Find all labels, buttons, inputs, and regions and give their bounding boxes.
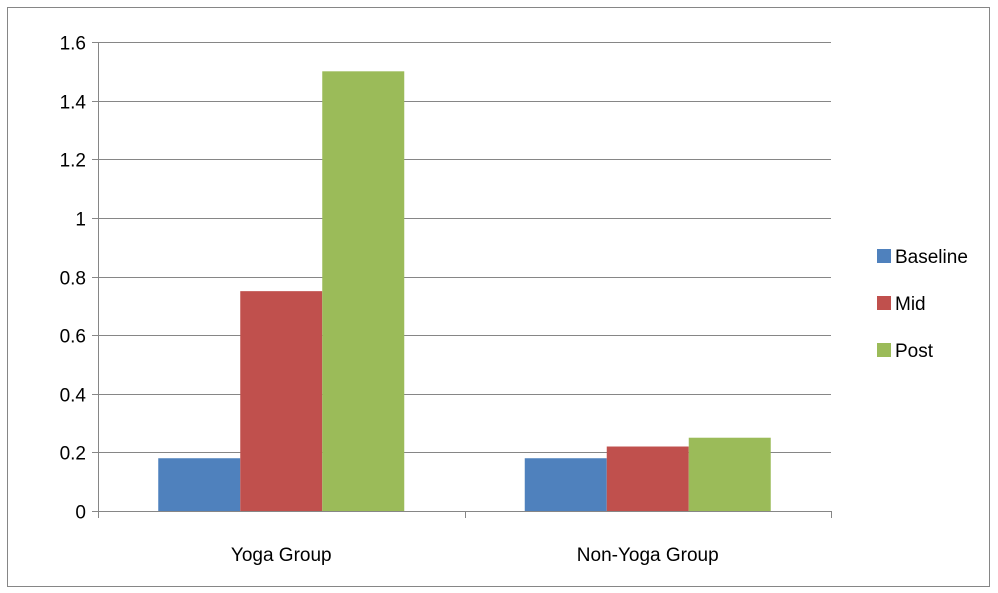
- legend: Baseline Mid Post: [877, 247, 968, 362]
- axes: 0 0.2 0.4 0.6 0.8 1 1.2 1.4 1.6 Yoga Group Non-Yog…: [60, 34, 832, 566]
- bars: [158, 71, 771, 511]
- bar-post-non-yoga-group: [688, 437, 771, 511]
- bar-mid-non-yoga-group: [606, 446, 689, 511]
- y-tick-label: 1.6: [60, 34, 86, 55]
- x-tick-label: Yoga Group: [231, 545, 332, 566]
- legend-label-baseline: Baseline: [895, 247, 968, 268]
- gridlines: [98, 42, 831, 453]
- y-tick-label: 0.4: [60, 386, 87, 407]
- bar-mid-yoga-group: [240, 291, 323, 511]
- bar-baseline-yoga-group: [158, 458, 241, 511]
- y-tick-label: 0.2: [60, 444, 86, 465]
- bar-baseline-non-yoga-group: [524, 458, 607, 511]
- legend-label-post: Post: [895, 341, 934, 362]
- legend-swatch-baseline: [877, 249, 891, 263]
- y-tick-label: 0.6: [60, 327, 86, 348]
- y-tick-label: 1: [75, 210, 86, 231]
- y-tick-label: 1.4: [60, 93, 87, 114]
- x-tick-label: Non-Yoga Group: [577, 545, 719, 566]
- legend-swatch-post: [877, 343, 891, 357]
- y-tick-label: 1.2: [60, 151, 86, 172]
- y-tick-label: 0.8: [60, 269, 86, 290]
- y-tick-label: 0: [75, 503, 86, 524]
- bar-post-yoga-group: [322, 71, 405, 511]
- legend-label-mid: Mid: [895, 294, 926, 315]
- legend-swatch-mid: [877, 296, 891, 310]
